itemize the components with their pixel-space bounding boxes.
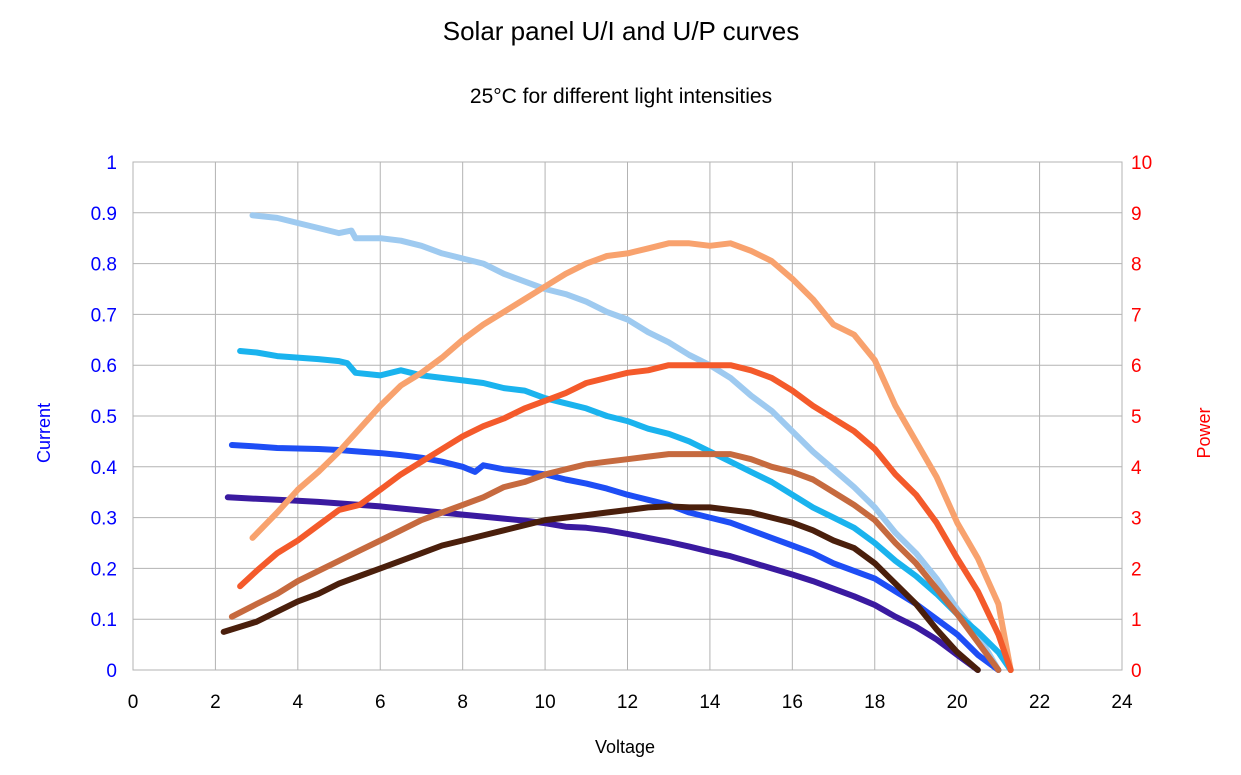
y-tick-label: 1 <box>106 153 117 174</box>
current-curve-1 <box>249 212 1002 673</box>
power-curve-6 <box>237 362 1014 673</box>
x-tick-label: 4 <box>293 692 304 713</box>
x-tick-label: 16 <box>782 692 803 713</box>
power-curve-8 <box>220 503 981 673</box>
power-curve-5 <box>249 240 1014 673</box>
y-tick-label: 0.1 <box>91 610 117 631</box>
x-tick-label: 2 <box>210 692 221 713</box>
y-tick-label: 0.8 <box>91 255 117 276</box>
x-tick-label: 18 <box>864 692 885 713</box>
y-tick-label: 0 <box>106 661 117 682</box>
y-tick-label: 0.3 <box>91 509 117 530</box>
y-tick-label: 0.5 <box>91 407 117 428</box>
x-tick-label: 10 <box>535 692 556 713</box>
plot-frame <box>132 161 1123 671</box>
y2-tick-label: 6 <box>1131 356 1142 377</box>
y2-tick-label: 0 <box>1131 661 1142 682</box>
x-tick-label: 14 <box>699 692 721 713</box>
y-axis-label: Current <box>34 403 54 463</box>
x-axis-label: Voltage <box>595 737 655 757</box>
x-tick-label: 6 <box>375 692 386 713</box>
chart-subtitle: 25°C for different light intensities <box>470 85 772 108</box>
x-tick-label: 20 <box>947 692 968 713</box>
y2-tick-label: 4 <box>1131 458 1142 479</box>
y2-tick-label: 5 <box>1131 407 1142 428</box>
y-tick-label: 0.9 <box>91 204 117 225</box>
y2-axis-label: Power <box>1194 407 1214 458</box>
y2-tick-label: 3 <box>1131 509 1142 530</box>
series-group <box>220 212 1014 673</box>
y-tick-label: 0.4 <box>91 458 118 479</box>
grid <box>132 161 1123 671</box>
x-tick-label: 0 <box>128 692 139 713</box>
y2-tick-label: 9 <box>1131 204 1142 225</box>
current-curve-2 <box>237 348 1014 673</box>
chart-title: Solar panel U/I and U/P curves <box>443 16 799 46</box>
x-tick-label: 12 <box>617 692 638 713</box>
power-curve-7 <box>228 451 1002 673</box>
y2-tick-label: 2 <box>1131 559 1142 580</box>
y2-tick-label: 7 <box>1131 305 1142 326</box>
current-curve-3 <box>228 442 1002 673</box>
x-tick-label: 24 <box>1111 692 1133 713</box>
y2-tick-label: 10 <box>1131 153 1152 174</box>
y2-tick-label: 8 <box>1131 255 1142 276</box>
x-tick-label: 8 <box>457 692 468 713</box>
y-tick-label: 0.2 <box>91 559 117 580</box>
y-tick-label: 0.7 <box>91 305 117 326</box>
y-tick-label: 0.6 <box>91 356 117 377</box>
tick-labels: 0 2 4 6 8 10 12 14 16 18 20 22 2400.10.20.30.40.50.6… <box>91 153 1153 713</box>
x-tick-label: 22 <box>1029 692 1050 713</box>
y2-tick-label: 1 <box>1131 610 1142 631</box>
